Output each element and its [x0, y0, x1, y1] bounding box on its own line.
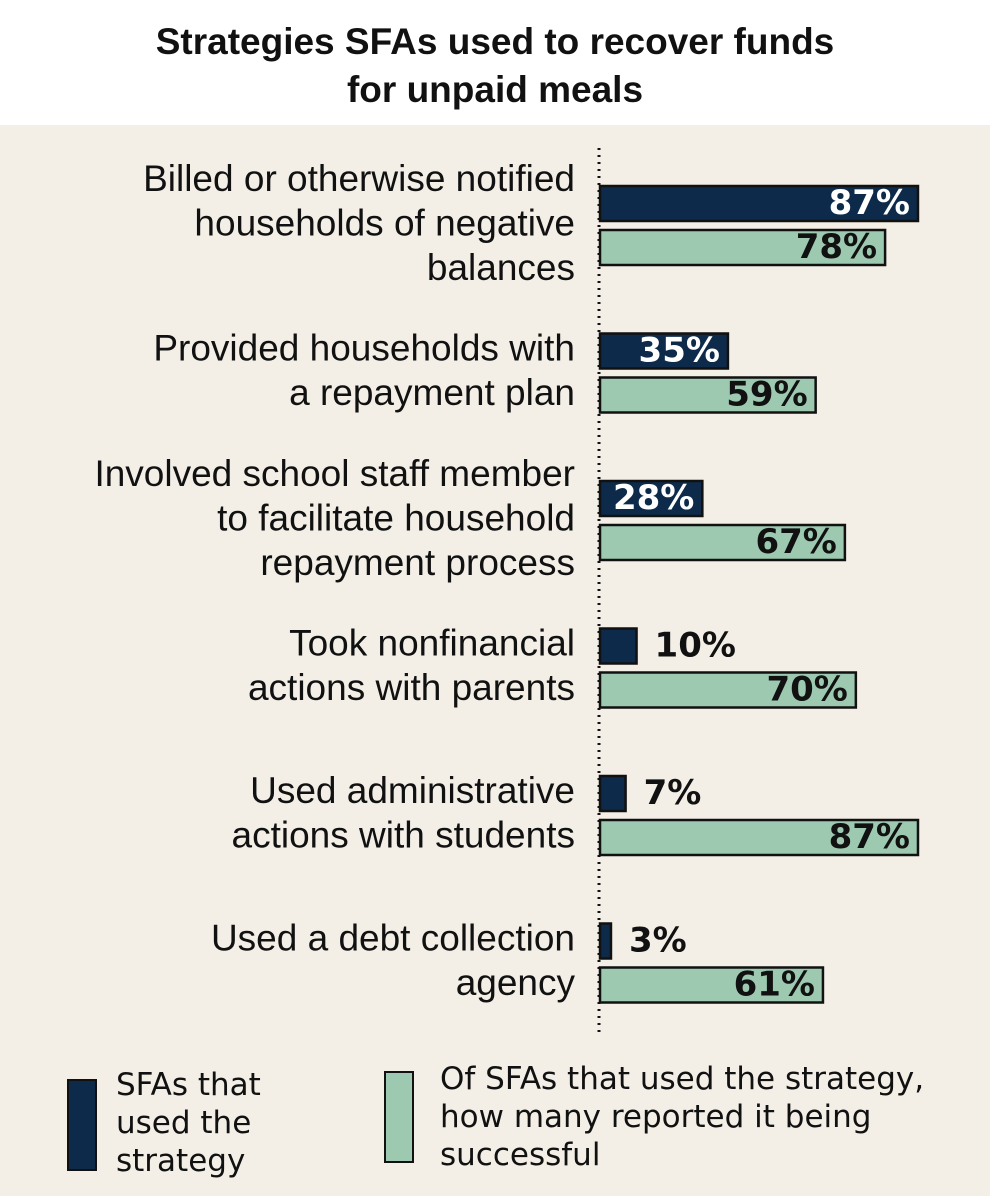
category-label: agency [456, 962, 576, 1003]
category-label: repayment process [260, 542, 575, 583]
category-label: a repayment plan [289, 372, 575, 413]
category-label: households of negative [194, 202, 575, 243]
category-label: Used administrative [250, 770, 575, 811]
category-label: actions with parents [248, 667, 575, 708]
category-label: Billed or otherwise notified [143, 158, 575, 199]
value-label: 87% [829, 817, 910, 857]
value-label: 70% [766, 670, 847, 710]
value-label: 59% [726, 375, 807, 415]
bar [598, 774, 627, 813]
value-label: 67% [755, 522, 836, 562]
value-label: 7% [644, 773, 702, 813]
value-label: 61% [734, 965, 815, 1005]
value-label: 3% [629, 921, 687, 961]
legend-label: SFAs that used the strategy [116, 1067, 261, 1179]
bar [598, 332, 730, 370]
category-label: Involved school staff member [94, 453, 575, 494]
chart-title: Strategies SFAs used to recover funds fo… [155, 21, 835, 110]
value-label: 78% [796, 227, 877, 267]
bar [598, 523, 847, 562]
value-label: 10% [655, 626, 736, 666]
bar [598, 966, 825, 1004]
bar [598, 671, 858, 709]
value-label: 28% [613, 478, 694, 518]
category-label: balances [427, 247, 575, 288]
bar [598, 627, 638, 665]
category-label: Used a debt collection [211, 918, 575, 959]
bar [598, 479, 704, 518]
bar [598, 376, 817, 414]
category-label: to facilitate household [217, 497, 575, 538]
legend-swatch [384, 1071, 414, 1163]
bar [598, 922, 613, 960]
value-label: 87% [829, 183, 910, 223]
bar [598, 184, 920, 223]
value-label: 35% [639, 331, 720, 371]
bar [598, 228, 887, 267]
category-label: Took nonfinancial [289, 623, 575, 664]
bar [598, 818, 920, 857]
category-label: actions with students [232, 815, 575, 856]
legend-label: Of SFAs that used the strategy, how many… [440, 1061, 925, 1173]
chart-panel [0, 125, 990, 1196]
category-label: Provided households with [153, 328, 575, 369]
legend-swatch [67, 1079, 97, 1171]
